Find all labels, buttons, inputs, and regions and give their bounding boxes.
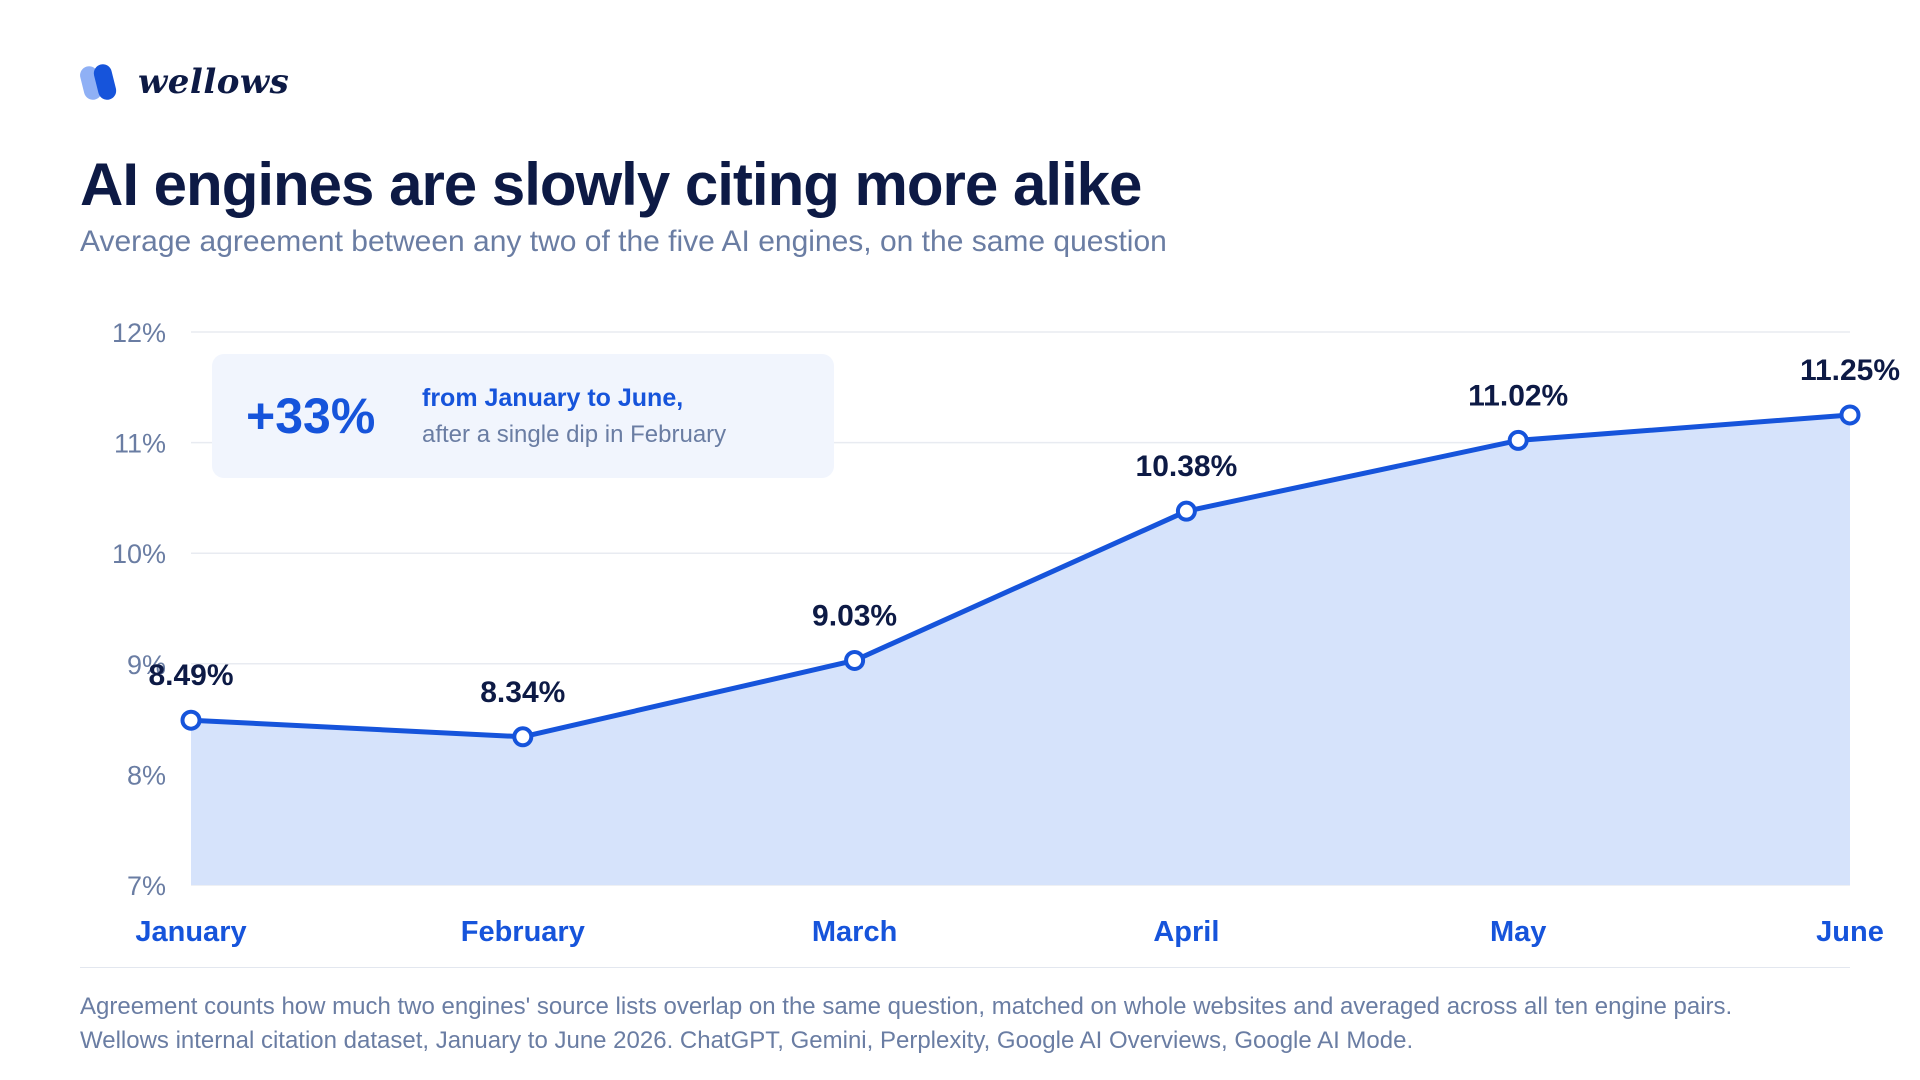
footnote: Agreement counts how much two engines' s… <box>80 990 1870 1058</box>
y-tick-label: 7% <box>127 871 166 901</box>
brand: wellows <box>80 62 289 102</box>
callout-value: +33% <box>246 388 376 444</box>
chart-subtitle: Average agreement between any two of the… <box>80 225 1167 258</box>
y-tick-label: 8% <box>127 760 166 790</box>
y-tick-label: 10% <box>112 539 166 569</box>
y-tick-label: 9% <box>127 650 166 680</box>
data-point <box>180 709 202 731</box>
footnote-line-1: Agreement counts how much two engines' s… <box>80 993 1733 1020</box>
y-tick-label: 12% <box>112 318 166 348</box>
data-label: 9.03% <box>812 599 897 632</box>
callout-line-1: from January to June, <box>422 383 684 412</box>
data-point <box>512 726 534 748</box>
callout-line-2: after a single dip in February <box>422 420 727 448</box>
data-label: 11.02% <box>1468 379 1568 412</box>
footer-divider <box>80 967 1850 968</box>
x-tick-label: May <box>1490 916 1546 948</box>
y-tick-label: 11% <box>114 429 166 459</box>
area-fill <box>191 414 1850 885</box>
x-tick-label: June <box>1816 916 1884 948</box>
data-point <box>1839 404 1861 426</box>
x-tick-label: March <box>812 916 897 948</box>
data-point <box>844 649 866 671</box>
x-tick-label: January <box>135 916 246 948</box>
data-label: 11.25% <box>1800 354 1900 387</box>
callout-text: from January to June, after a single dip… <box>422 384 726 449</box>
series-line <box>188 412 1853 740</box>
x-tick-label: April <box>1153 916 1219 948</box>
line-chart: 7% 8% 9% 10% 11% 12% 8.49% 8.34% 9.03% 10.38% 11.0… <box>112 318 1900 948</box>
footnote-line-2: Wellows internal citation dataset, Janua… <box>80 1027 1414 1054</box>
callout-box: +33% from January to June, after a singl… <box>212 354 834 478</box>
wellows-logo-icon <box>80 62 124 102</box>
data-point <box>1175 500 1197 522</box>
x-tick-label: February <box>461 916 585 948</box>
brand-name: wellows <box>138 62 290 102</box>
chart-title: AI engines are slowly citing more alike <box>80 151 1142 218</box>
data-label: 10.38% <box>1136 450 1238 483</box>
data-label: 8.34% <box>480 676 565 709</box>
data-point <box>1507 429 1529 451</box>
data-label: 8.49% <box>148 659 233 692</box>
